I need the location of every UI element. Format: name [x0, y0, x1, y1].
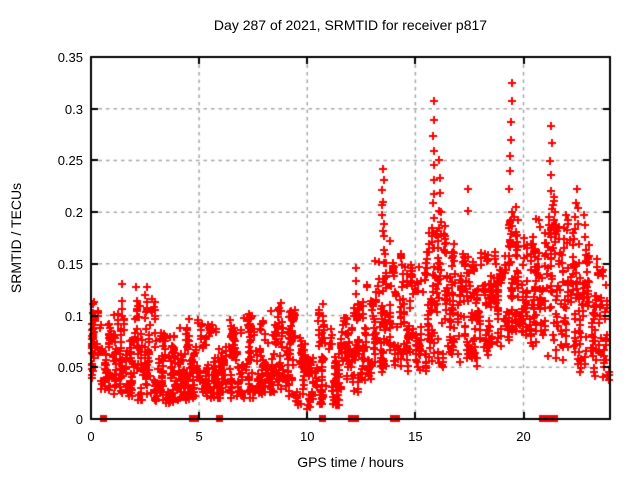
- x-tick-label: 20: [516, 429, 531, 444]
- y-tick-label: 0.05: [57, 360, 83, 376]
- y-tick-label: 0.2: [64, 205, 83, 221]
- y-tick-label: 0.35: [57, 50, 83, 65]
- y-tick-label: 0.15: [57, 256, 83, 272]
- y-tick-label: 0: [75, 412, 83, 427]
- y-axis-label: SRMTID / TECUs: [8, 182, 24, 294]
- x-tick-label: 5: [195, 429, 203, 444]
- y-tick-label: 0.25: [57, 153, 83, 169]
- y-tick-label: 0.1: [64, 308, 83, 324]
- x-tick-label: 0: [87, 429, 95, 444]
- x-axis-label: GPS time / hours: [297, 454, 404, 470]
- x-tick-label: 15: [408, 429, 423, 444]
- chart-title: Day 287 of 2021, SRMTID for receiver p81…: [213, 17, 488, 33]
- x-tick-label: 10: [300, 429, 315, 444]
- y-tick-label: 0.3: [64, 101, 83, 117]
